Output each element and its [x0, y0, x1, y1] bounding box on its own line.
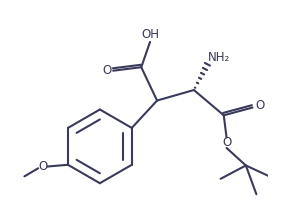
Text: O: O [102, 64, 111, 76]
Text: O: O [222, 136, 231, 149]
Text: NH₂: NH₂ [208, 51, 230, 64]
Text: O: O [255, 99, 264, 112]
Text: O: O [38, 160, 47, 173]
Text: OH: OH [141, 28, 159, 41]
